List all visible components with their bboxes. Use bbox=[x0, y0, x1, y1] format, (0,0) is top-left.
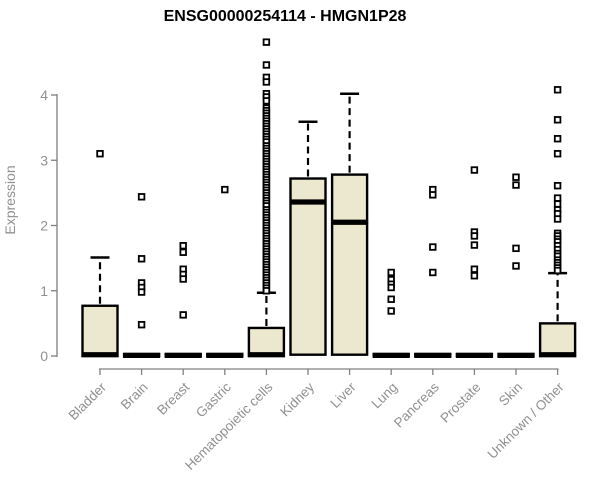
x-axis-category-label: Prostate bbox=[437, 380, 483, 426]
x-axis-category-label: Liver bbox=[327, 379, 359, 411]
x-axis-category-label: Lung bbox=[368, 380, 400, 412]
outlier-point bbox=[179, 311, 187, 319]
y-axis-tick-label: 3 bbox=[40, 152, 48, 168]
outlier-point bbox=[429, 191, 437, 199]
outlier-point bbox=[512, 181, 520, 189]
box bbox=[81, 304, 119, 358]
outlier-point bbox=[262, 78, 271, 86]
y-axis-tick-label: 4 bbox=[40, 87, 48, 103]
outlier-point bbox=[470, 166, 479, 174]
outlier-point bbox=[387, 283, 395, 292]
outlier-point bbox=[470, 272, 479, 280]
outlier-point bbox=[512, 262, 520, 270]
outlier-point bbox=[553, 150, 562, 158]
outlier-point bbox=[470, 232, 479, 240]
box bbox=[330, 173, 369, 356]
outlier-point bbox=[553, 215, 562, 223]
x-axis-category-label: Bladder bbox=[66, 379, 110, 423]
outlier-point bbox=[179, 248, 187, 256]
x-axis-category-label: Breast bbox=[154, 379, 192, 417]
outlier-point bbox=[470, 241, 479, 249]
x-axis-category-label: Gastric bbox=[193, 379, 234, 420]
outlier-point bbox=[553, 86, 562, 94]
outlier-point bbox=[262, 97, 271, 105]
outlier-point bbox=[553, 181, 562, 190]
outlier-point bbox=[137, 288, 146, 296]
box bbox=[247, 326, 286, 358]
x-axis-category-label: Pancreas bbox=[391, 379, 442, 430]
x-axis-category-label: Kidney bbox=[277, 379, 317, 419]
outlier-point bbox=[387, 295, 395, 303]
outlier-point bbox=[553, 116, 562, 124]
outlier-point bbox=[137, 320, 146, 329]
outlier-point bbox=[387, 307, 395, 315]
box bbox=[538, 322, 577, 358]
outlier-point bbox=[429, 268, 437, 277]
outlier-point bbox=[512, 173, 520, 181]
outlier-point bbox=[262, 61, 271, 69]
y-axis-tick-label: 0 bbox=[40, 348, 48, 364]
y-axis-tick-label: 2 bbox=[40, 218, 48, 234]
box bbox=[289, 177, 327, 356]
x-axis-category-label: Brain bbox=[118, 380, 151, 413]
x-axis-category-label: Skin bbox=[496, 380, 525, 409]
outlier-point bbox=[221, 185, 229, 194]
y-axis-title: Expression bbox=[2, 165, 18, 235]
outlier-point bbox=[262, 287, 271, 295]
outlier-point bbox=[179, 242, 187, 250]
outlier-point bbox=[262, 38, 271, 46]
x-axis-category-label: Unknown / Other bbox=[484, 379, 567, 462]
outlier-point bbox=[553, 266, 562, 275]
chart-title: ENSG00000254114 - HMGN1P28 bbox=[163, 8, 407, 25]
outlier-point bbox=[179, 275, 187, 283]
outlier-point bbox=[137, 193, 146, 201]
outlier-point bbox=[429, 243, 437, 251]
outlier-point bbox=[470, 265, 479, 273]
outlier-point bbox=[387, 268, 395, 277]
outlier-point bbox=[137, 255, 146, 263]
outlier-point bbox=[553, 135, 562, 143]
outlier-point bbox=[512, 244, 520, 253]
outlier-point bbox=[553, 200, 562, 208]
outlier-point bbox=[96, 150, 104, 158]
y-axis-tick-label: 1 bbox=[40, 283, 48, 299]
outlier-point bbox=[553, 194, 562, 202]
